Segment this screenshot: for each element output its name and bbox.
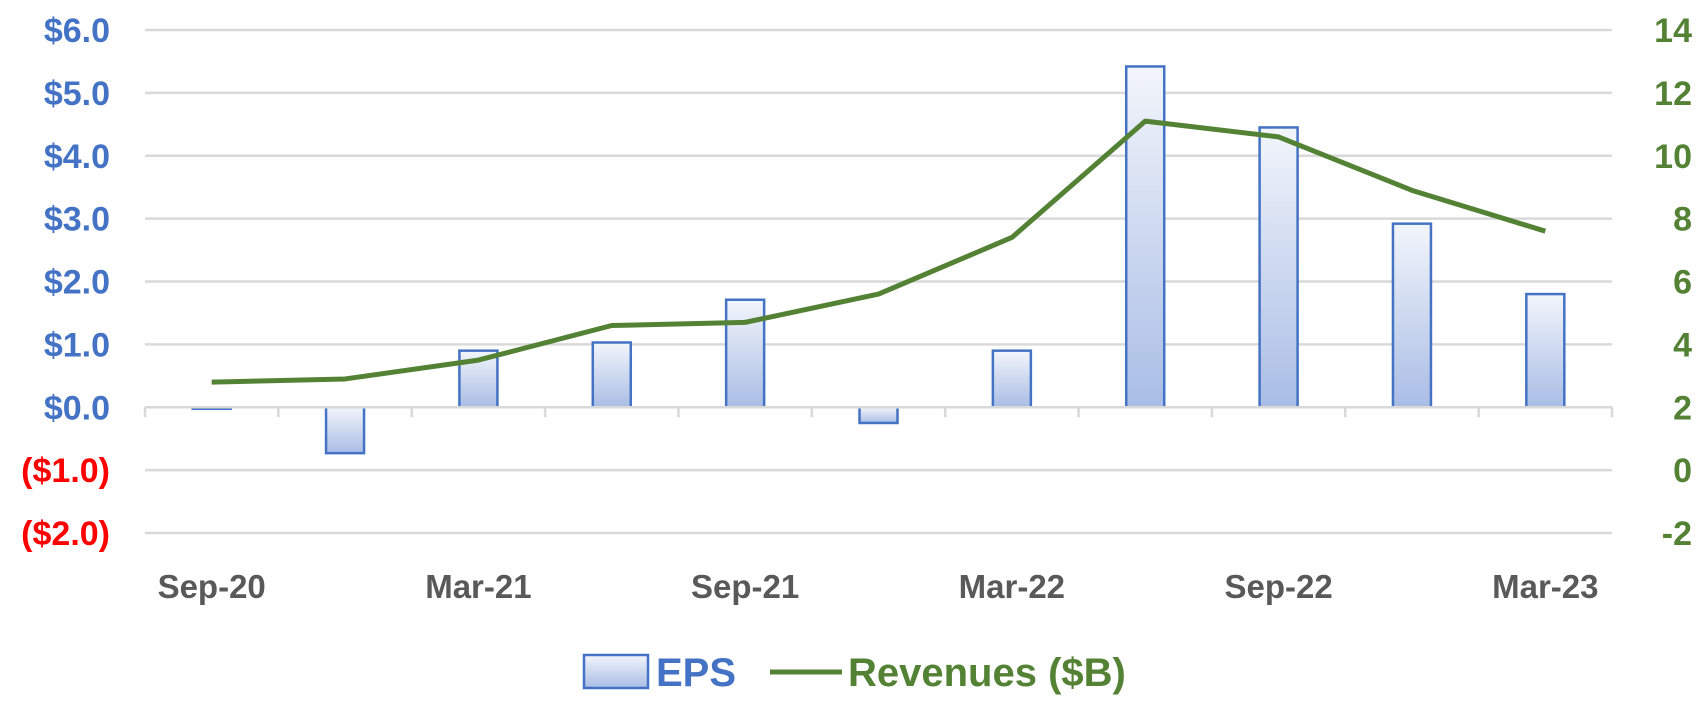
x-axis-tick-label: Sep-21	[691, 568, 799, 605]
revenue-line	[211, 118, 1547, 385]
x-axis-tick-label: Sep-20	[158, 568, 266, 605]
eps-bar	[858, 406, 899, 425]
left-axis-tick-label: $2.0	[44, 264, 110, 302]
left-axis-tick-label: $5.0	[44, 75, 110, 113]
x-axis-ticks: Sep-20 Mar-21 Sep-21 Mar-22 Sep-22 Mar-23	[158, 568, 1599, 605]
left-axis-tick-label: $3.0	[44, 201, 110, 239]
left-axis-tick-label: $1.0	[44, 326, 110, 364]
right-axis-tick-label: 10	[1654, 138, 1692, 176]
left-axis-ticks: $6.0 $5.0 $4.0 $3.0 $2.0 $1.0 $0.0 ($1.0) ($2.0)	[21, 12, 110, 553]
right-axis-tick-label: 4	[1673, 326, 1692, 364]
left-axis-tick-label: ($2.0)	[21, 515, 110, 553]
legend-eps-swatch	[582, 653, 650, 690]
gridlines	[145, 28, 1612, 535]
right-axis-tick-label: -2	[1662, 515, 1692, 553]
eps-bar	[1525, 292, 1566, 409]
right-axis-tick-label: 12	[1654, 75, 1692, 113]
revenue-line-series	[211, 118, 1547, 385]
right-axis-tick-label: 8	[1673, 201, 1692, 239]
eps-bar	[991, 349, 1033, 409]
right-axis-tick-label: 0	[1673, 452, 1692, 490]
eps-bar	[591, 341, 633, 409]
left-axis-tick-label: $0.0	[44, 389, 110, 427]
x-axis-tick-label: Mar-23	[1492, 568, 1598, 605]
left-axis-tick-label: $4.0	[44, 138, 110, 176]
eps-bar	[324, 406, 366, 455]
left-axis-tick-label: ($1.0)	[21, 452, 110, 490]
right-axis-tick-label: 6	[1673, 264, 1692, 302]
eps-bar	[1391, 222, 1433, 409]
eps-bar	[1258, 126, 1299, 409]
legend-eps-label: EPS	[656, 651, 736, 695]
legend-revenue-label: Revenues ($B)	[848, 651, 1126, 695]
right-axis-tick-label: 2	[1673, 389, 1692, 427]
right-axis-tick-label: 14	[1654, 12, 1692, 50]
x-axis-tick-label: Sep-22	[1224, 568, 1332, 605]
eps-bar	[724, 298, 766, 409]
x-axis-tick-label: Mar-22	[959, 568, 1065, 605]
eps-bars	[191, 65, 1566, 455]
left-axis-tick-label: $6.0	[44, 12, 110, 50]
x-axis-tick-label: Mar-21	[425, 568, 531, 605]
x-axis	[143, 406, 1614, 418]
eps-bar	[1124, 65, 1166, 409]
legend: EPS Revenues ($B)	[582, 651, 1126, 695]
right-axis-ticks: 14 12 10 8 6 4 2 0 -2	[1654, 12, 1692, 553]
